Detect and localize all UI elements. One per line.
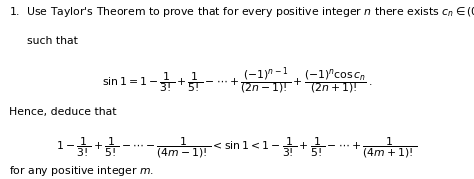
Text: $1 - \dfrac{1}{3!} + \dfrac{1}{5!} - \cdots - \dfrac{1}{(4m-1)!} < \sin 1 < 1 - : $1 - \dfrac{1}{3!} + \dfrac{1}{5!} - \cd… [56,135,418,159]
Text: Hence, deduce that: Hence, deduce that [9,107,116,117]
Text: 1.  Use Taylor's Theorem to prove that for every positive integer $n$ there exis: 1. Use Taylor's Theorem to prove that fo… [9,5,474,19]
Text: such that: such that [27,36,78,46]
Text: for any positive integer $m$.: for any positive integer $m$. [9,164,154,178]
Text: $\sin 1 = 1 - \dfrac{1}{3!} + \dfrac{1}{5!} - \cdots + \dfrac{(-1)^{n-1}}{(2n-1): $\sin 1 = 1 - \dfrac{1}{3!} + \dfrac{1}{… [102,65,372,96]
